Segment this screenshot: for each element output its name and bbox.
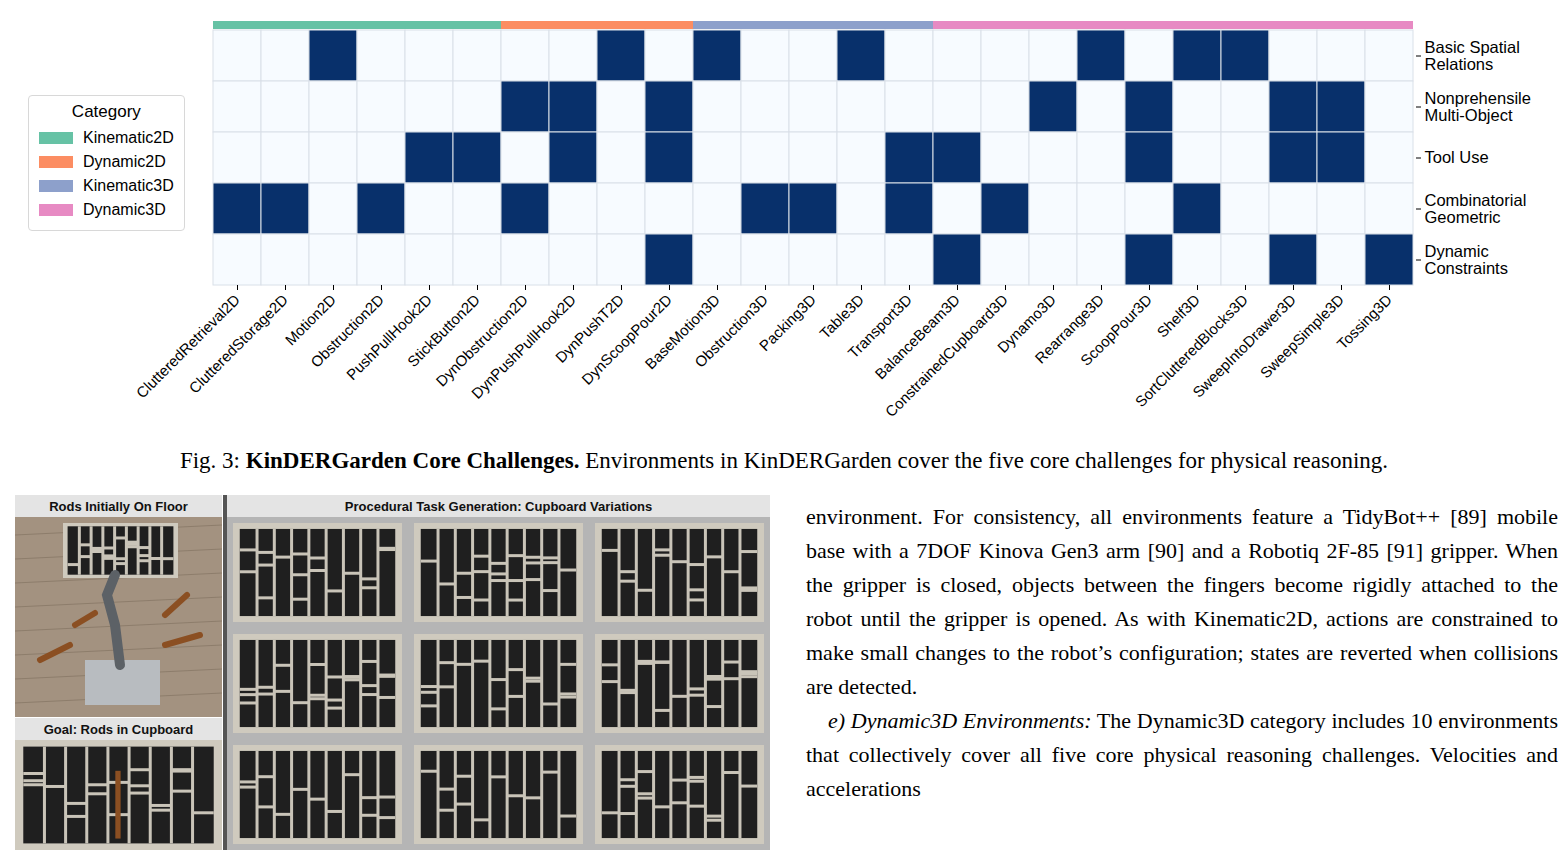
svg-text:CombinatorialGeometric: CombinatorialGeometric [1425, 191, 1527, 226]
svg-text:SweepSimple3D: SweepSimple3D [1257, 291, 1348, 382]
svg-text:DynPushT2D: DynPushT2D [551, 290, 627, 366]
svg-text:Tossing3D: Tossing3D [1333, 291, 1395, 353]
svg-text:Dynamo3D: Dynamo3D [993, 290, 1059, 356]
svg-text:SortClutteredBlocks3D: SortClutteredBlocks3D [1131, 290, 1251, 411]
svg-text:Tool Use: Tool Use [1425, 148, 1489, 166]
html-text:environment. For consistency,: environment. For consistency, all enviro… [806, 504, 1558, 699]
svg-text:DynObstruction2D: DynObstruction2D [432, 291, 531, 390]
svg-text:StickButton2D: StickButton2D [403, 290, 483, 371]
svg-text:Table3D: Table3D [816, 290, 867, 342]
html-text:e) Dynamic3D Environments: The: e) Dynamic3D Environments: The Dynamic3D… [806, 708, 1558, 801]
svg-text:ScoopPour3D: ScoopPour3D [1077, 291, 1155, 369]
svg-text:ClutteredStorage2D: ClutteredStorage2D [185, 291, 291, 397]
svg-text:ConstrainedCupboard3D: ConstrainedCupboard3D [882, 291, 1011, 420]
svg-text:Shelf3D: Shelf3D [1153, 290, 1203, 341]
svg-text:Rods Initially On Floor: Rods Initially On Floor [49, 499, 188, 514]
svg-text:Procedural Task Generation: Cu: Procedural Task Generation: Cupboard Var… [345, 499, 653, 514]
svg-text:Transport3D: Transport3D [844, 290, 915, 362]
html-text:Kinematic2D: Kinematic2D [83, 129, 174, 146]
svg-text:Motion2D: Motion2D [281, 290, 339, 349]
svg-text:Rearrange3D: Rearrange3D [1031, 290, 1107, 367]
svg-text:PushPullHook2D: PushPullHook2D [343, 291, 435, 383]
svg-text:Obstruction3D: Obstruction3D [691, 291, 771, 371]
svg-text:NonprehensileMulti-Object: NonprehensileMulti-Object [1425, 89, 1531, 124]
html-text:Dynamic3D: Dynamic3D [83, 201, 166, 218]
html-text:Kinematic3D: Kinematic3D [83, 177, 174, 194]
svg-text:DynPushPullHook2D: DynPushPullHook2D [467, 290, 579, 402]
svg-text:Goal: Rods in Cupboard: Goal: Rods in Cupboard [44, 722, 194, 737]
svg-text:Obstruction2D: Obstruction2D [307, 290, 387, 371]
svg-text:BaseMotion3D: BaseMotion3D [641, 290, 723, 373]
html-text:Category: Category [71, 102, 141, 121]
svg-text:DynScoopPour2D: DynScoopPour2D [578, 291, 675, 388]
svg-text:Packing3D: Packing3D [756, 291, 819, 354]
html-text:Fig. 3: KinDERGarden Core Chal: Fig. 3: KinDERGarden Core Challenges. En… [179, 448, 1389, 473]
svg-text:DynamicConstraints: DynamicConstraints [1425, 242, 1508, 277]
svg-text:SweepIntoDrawer3D: SweepIntoDrawer3D [1189, 290, 1299, 401]
svg-text:BalanceBeam3D: BalanceBeam3D [871, 291, 963, 383]
html-text:Dynamic2D: Dynamic2D [83, 153, 166, 170]
svg-text:ClutteredRetrieval2D: ClutteredRetrieval2D [132, 290, 243, 402]
svg-text:Basic SpatialRelations: Basic SpatialRelations [1425, 38, 1520, 73]
